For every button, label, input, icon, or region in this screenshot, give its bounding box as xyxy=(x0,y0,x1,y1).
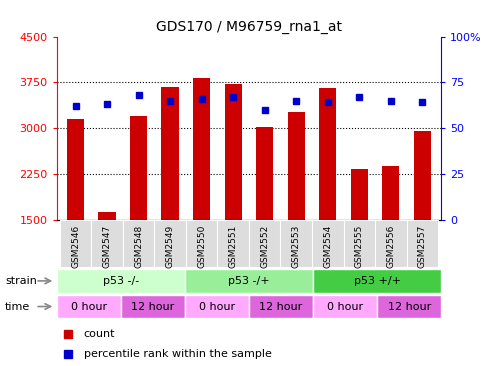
Bar xyxy=(185,269,313,293)
Bar xyxy=(121,295,185,318)
Text: GSM2550: GSM2550 xyxy=(197,224,206,268)
Bar xyxy=(313,295,377,318)
Bar xyxy=(57,295,121,318)
Bar xyxy=(185,295,249,318)
Bar xyxy=(382,166,399,220)
Text: GSM2555: GSM2555 xyxy=(355,224,364,268)
Text: 0 hour: 0 hour xyxy=(199,302,235,311)
Text: p53 +/+: p53 +/+ xyxy=(353,276,401,286)
Text: GSM2551: GSM2551 xyxy=(229,224,238,268)
Bar xyxy=(217,220,249,267)
Bar xyxy=(193,78,211,220)
Bar xyxy=(123,220,154,267)
Bar xyxy=(60,220,91,267)
Bar xyxy=(249,295,313,318)
Bar xyxy=(287,112,305,220)
Bar xyxy=(319,89,336,220)
Text: p53 -/-: p53 -/- xyxy=(103,276,139,286)
Text: GSM2549: GSM2549 xyxy=(166,224,175,268)
Bar xyxy=(344,220,375,267)
Title: GDS170 / M96759_rna1_at: GDS170 / M96759_rna1_at xyxy=(156,20,342,34)
Bar xyxy=(57,269,185,293)
Text: GSM2553: GSM2553 xyxy=(292,224,301,268)
Text: 12 hour: 12 hour xyxy=(259,302,303,311)
Text: GSM2547: GSM2547 xyxy=(103,224,111,268)
Bar xyxy=(162,87,179,220)
Bar xyxy=(377,295,441,318)
Bar xyxy=(407,220,438,267)
Text: GSM2548: GSM2548 xyxy=(134,224,143,268)
Bar xyxy=(99,212,116,220)
Text: count: count xyxy=(84,329,115,339)
Bar xyxy=(375,220,407,267)
Text: GSM2552: GSM2552 xyxy=(260,224,269,268)
Bar xyxy=(312,220,344,267)
Bar xyxy=(351,169,368,220)
Text: percentile rank within the sample: percentile rank within the sample xyxy=(84,349,272,359)
Bar xyxy=(91,220,123,267)
Bar xyxy=(313,269,441,293)
Bar xyxy=(154,220,186,267)
Text: 12 hour: 12 hour xyxy=(387,302,431,311)
Bar xyxy=(281,220,312,267)
Bar xyxy=(67,119,84,220)
Bar xyxy=(224,84,242,220)
Text: GSM2546: GSM2546 xyxy=(71,224,80,268)
Bar xyxy=(414,131,431,220)
Bar xyxy=(186,220,217,267)
Bar xyxy=(249,220,281,267)
Text: GSM2556: GSM2556 xyxy=(387,224,395,268)
Text: GSM2557: GSM2557 xyxy=(418,224,427,268)
Bar xyxy=(130,116,147,220)
Text: 0 hour: 0 hour xyxy=(327,302,363,311)
Text: time: time xyxy=(5,302,30,311)
Text: GSM2554: GSM2554 xyxy=(323,224,332,268)
Text: 12 hour: 12 hour xyxy=(131,302,175,311)
Bar xyxy=(256,127,274,220)
Text: strain: strain xyxy=(5,276,37,286)
Text: 0 hour: 0 hour xyxy=(70,302,107,311)
Text: p53 -/+: p53 -/+ xyxy=(228,276,270,286)
